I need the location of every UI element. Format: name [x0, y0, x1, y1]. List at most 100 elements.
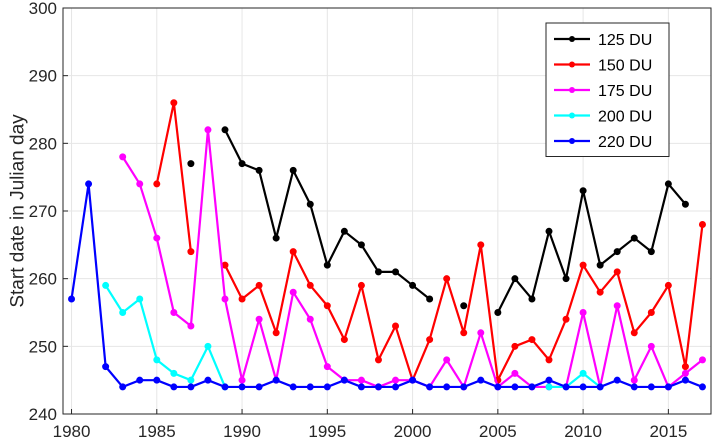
data-point: [545, 356, 553, 364]
data-point: [68, 295, 76, 303]
data-point: [426, 295, 434, 303]
data-point: [170, 99, 178, 107]
x-tick-label: 1980: [53, 422, 91, 441]
data-point: [630, 376, 638, 384]
data-point: [187, 248, 195, 256]
data-point: [477, 241, 485, 249]
data-point: [528, 383, 536, 391]
data-point: [289, 383, 297, 391]
data-point: [340, 227, 348, 235]
data-point: [596, 288, 604, 296]
data-point: [392, 322, 400, 330]
data-point: [357, 383, 365, 391]
data-point: [664, 383, 672, 391]
legend-item: 175 DU: [554, 83, 652, 100]
data-point: [647, 309, 655, 316]
series-150-du: [153, 99, 706, 384]
data-point: [443, 383, 451, 391]
y-axis-label: Start date in Julian day: [8, 114, 29, 308]
data-point: [460, 329, 468, 337]
data-point: [443, 356, 451, 364]
legend: 125 DU 150 DU 175 DU 200 DU 220 DU: [545, 22, 670, 157]
data-point: [221, 383, 229, 391]
data-point: [357, 376, 365, 384]
data-point: [664, 180, 672, 188]
data-point: [698, 383, 706, 391]
data-point: [238, 383, 246, 391]
data-point: [255, 281, 263, 289]
data-point: [613, 376, 621, 384]
data-point: [392, 383, 400, 391]
data-point: [187, 376, 195, 384]
x-tick-label: 1995: [308, 422, 346, 441]
data-point: [272, 234, 280, 242]
y-tick-label: 280: [29, 134, 57, 153]
data-point: [374, 268, 382, 276]
axis-ticks: 1980 1985 1990 1995 2000 2005 2010 2015 240 250 26…: [29, 0, 688, 441]
data-point: [562, 315, 570, 323]
data-point: [289, 248, 297, 256]
series-line: [496, 182, 687, 313]
x-tick-label: 2005: [479, 422, 517, 441]
data-point: [238, 376, 246, 384]
data-point: [579, 261, 587, 269]
data-point: [409, 281, 417, 289]
legend-marker: [569, 87, 575, 93]
data-point: [681, 369, 689, 377]
data-point: [494, 383, 502, 391]
data-point: [102, 281, 110, 289]
legend-item: 125 DU: [554, 32, 652, 49]
data-point: [357, 281, 365, 289]
data-point: [119, 309, 127, 316]
legend-label: 200 DU: [598, 109, 652, 126]
data-point: [681, 200, 689, 208]
series-line: [104, 284, 227, 388]
data-point: [613, 248, 621, 256]
y-tick-label: 240: [29, 405, 57, 424]
data-point: [323, 383, 331, 391]
data-point: [136, 180, 144, 188]
legend-marker: [569, 36, 575, 42]
data-point: [613, 268, 621, 276]
legend-label: 125 DU: [598, 32, 652, 49]
data-point: [545, 376, 553, 384]
data-point: [494, 309, 502, 316]
data-point: [153, 356, 161, 364]
data-point: [204, 342, 212, 350]
data-point: [204, 126, 212, 134]
data-point: [664, 281, 672, 289]
data-point: [255, 383, 263, 391]
data-point: [187, 160, 195, 168]
data-point: [170, 309, 178, 316]
data-point: [528, 295, 536, 303]
legend-item: 150 DU: [554, 58, 652, 75]
data-point: [119, 153, 127, 161]
data-point: [477, 329, 485, 337]
legend-label: 220 DU: [598, 134, 652, 151]
legend-item: 220 DU: [554, 134, 652, 151]
data-point: [323, 363, 331, 371]
legend-marker: [569, 138, 575, 144]
data-point: [460, 302, 468, 310]
data-point: [579, 187, 587, 195]
data-point: [681, 363, 689, 371]
data-point: [392, 268, 400, 276]
legend-label: 175 DU: [598, 83, 652, 100]
data-point: [323, 302, 331, 310]
data-point: [170, 369, 178, 377]
data-point: [596, 261, 604, 269]
data-point: [255, 166, 263, 174]
data-point: [187, 322, 195, 330]
data-point: [340, 336, 348, 344]
data-point: [289, 166, 297, 174]
data-point: [630, 234, 638, 242]
legend-marker: [569, 112, 575, 119]
data-point: [613, 302, 621, 310]
data-point: [647, 248, 655, 256]
data-point: [306, 200, 314, 208]
data-point: [221, 126, 229, 134]
data-point: [630, 329, 638, 337]
y-tick-label: 260: [29, 270, 57, 289]
data-point: [238, 295, 246, 303]
